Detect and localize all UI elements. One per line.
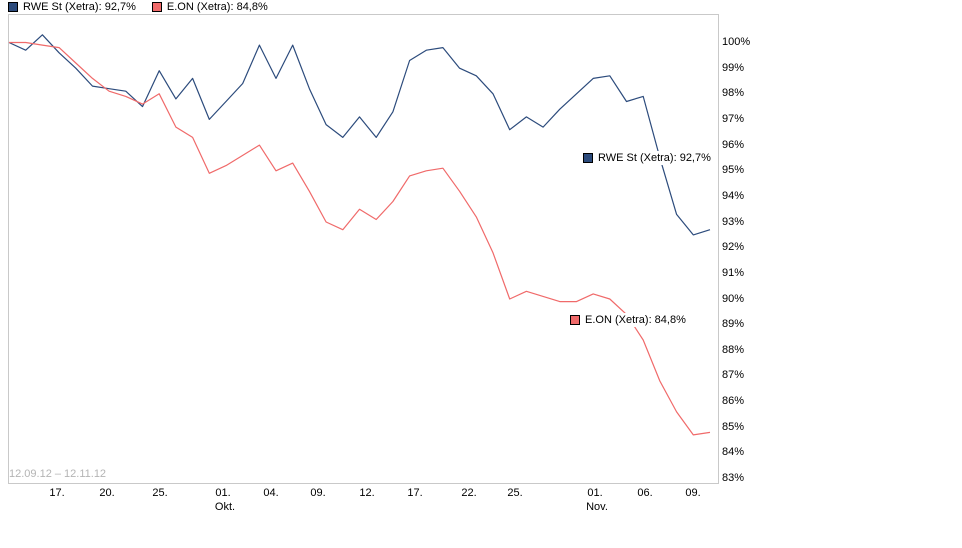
y-axis-label: 96% xyxy=(722,138,745,151)
series-marker-label: E.ON (Xetra): 84,8% xyxy=(585,314,686,326)
legend-swatch-icon xyxy=(151,2,162,12)
legend: RWE St (Xetra): 92,7% E.ON (Xetra): 84,8% xyxy=(8,1,284,13)
series-marker-rwe-st: RWE St (Xetra): 92,7% xyxy=(580,151,714,165)
y-axis-label: 93% xyxy=(722,215,745,228)
y-axis-label: 87% xyxy=(722,369,745,382)
x-axis-label: 22. xyxy=(461,487,477,499)
x-axis-label: 25. xyxy=(152,487,168,499)
y-axis-label: 97% xyxy=(722,112,745,125)
x-axis-label: 17. xyxy=(407,487,423,499)
x-axis-label: 01. xyxy=(587,487,603,499)
x-axis-label: 09. xyxy=(310,487,326,499)
y-axis-label: 100% xyxy=(722,36,751,48)
series-marker-e-on: E.ON (Xetra): 84,8% xyxy=(567,313,689,327)
y-axis-label: 99% xyxy=(722,61,745,74)
y-axis-label: 83% xyxy=(722,472,745,484)
y-axis-label: 95% xyxy=(722,164,745,177)
y-axis-label: 89% xyxy=(722,318,745,331)
x-axis-label: 17. xyxy=(49,487,65,499)
legend-label: RWE St (Xetra): 92,7% xyxy=(23,1,136,13)
x-axis-label: 12. xyxy=(359,487,375,499)
y-axis-label: 84% xyxy=(722,446,745,459)
series-line-e-on-xetra xyxy=(9,41,711,436)
legend-swatch-icon xyxy=(8,2,18,12)
series-group xyxy=(8,34,711,436)
legend-item-rwe-st: RWE St (Xetra): 92,7% xyxy=(8,1,136,13)
y-axis-label: 86% xyxy=(722,395,745,408)
x-axis-label: 09. xyxy=(685,487,701,499)
y-axis-label: 92% xyxy=(722,241,745,254)
y-axis-label: 94% xyxy=(722,189,745,202)
plot-border xyxy=(8,14,719,484)
y-axis-label: 98% xyxy=(722,87,745,100)
legend-item-e-on: E.ON (Xetra): 84,8% xyxy=(151,1,268,13)
series-marker-swatch-icon xyxy=(570,315,580,325)
y-axis-label: 88% xyxy=(722,343,745,356)
y-axis-label: 85% xyxy=(722,420,745,433)
y-axis-label: 90% xyxy=(722,292,745,305)
series-line-rwe-st-xetra xyxy=(8,34,711,236)
x-axis-label: 06. xyxy=(637,487,653,499)
x-axis-month-label: Okt. xyxy=(214,501,236,513)
legend-label: E.ON (Xetra): 84,8% xyxy=(166,1,268,13)
x-axis-label: 04. xyxy=(263,487,279,499)
x-axis-label: 25. xyxy=(507,487,523,499)
series-marker-swatch-icon xyxy=(583,153,593,163)
y-axis-label: 91% xyxy=(722,266,745,279)
x-axis-label: 01. xyxy=(215,487,231,499)
x-axis-month-label: Nov. xyxy=(586,501,608,513)
x-axis-label: 20. xyxy=(99,487,115,499)
series-marker-label: RWE St (Xetra): 92,7% xyxy=(598,152,711,164)
date-range-label: 12.09.12 – 12.11.12 xyxy=(9,468,107,480)
